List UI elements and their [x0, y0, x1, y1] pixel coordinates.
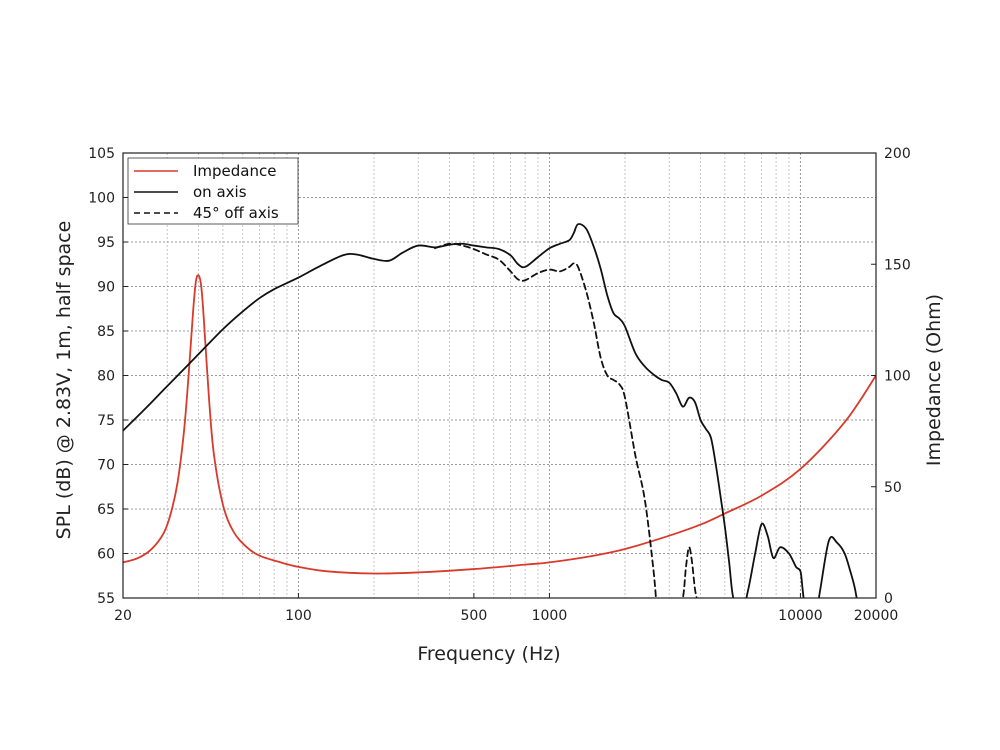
y-axis-ticks: 55 60 65 70 75 80 85 90 95 100 105 [88, 146, 128, 607]
y-tick-label: 65 [97, 502, 115, 518]
y2-tick-label: 100 [884, 369, 911, 385]
y2-tick-label: 150 [884, 257, 911, 273]
x-tick-label: 20 [114, 608, 132, 624]
y-tick-label: 70 [97, 458, 115, 474]
y-tick-label: 60 [97, 547, 115, 563]
y-tick-label: 75 [97, 413, 115, 429]
series-line-on-axis [123, 223, 858, 598]
y-tick-label: 80 [97, 369, 115, 385]
y-tick-label: 90 [97, 280, 115, 296]
y2-tick-label: 50 [884, 480, 902, 496]
series-layer [123, 223, 876, 598]
series-line-impedance [123, 274, 876, 575]
x-axis-title: Frequency (Hz) [417, 643, 560, 665]
series-line-45-off-axis [434, 242, 698, 598]
y2-axis-ticks: 0 50 100 150 200 [871, 146, 911, 607]
y2-axis-title: Impedance (Ohm) [923, 294, 945, 466]
y-tick-label: 55 [97, 591, 115, 607]
x-tick-label: 20000 [854, 608, 899, 624]
legend-label-impedance: Impedance [193, 162, 276, 180]
x-axis-ticks: 20 100 500 1000 10000 20000 [114, 593, 898, 624]
legend: Impedance on axis 45° off axis [127, 157, 299, 225]
y-tick-label: 85 [97, 324, 115, 340]
y2-tick-label: 0 [884, 591, 893, 607]
x-tick-label: 100 [285, 608, 312, 624]
x-tick-label: 10000 [778, 608, 823, 624]
y-tick-label: 95 [97, 235, 115, 251]
y-tick-label: 105 [88, 146, 115, 162]
y-axis-title: SPL (dB) @ 2.83V, 1m, half space [53, 221, 75, 540]
legend-label-off-axis: 45° off axis [193, 204, 279, 222]
x-tick-label: 1000 [532, 608, 568, 624]
y-tick-label: 100 [88, 191, 115, 207]
x-tick-label: 500 [461, 608, 488, 624]
legend-label-on-axis: on axis [193, 183, 247, 201]
y2-tick-label: 200 [884, 146, 911, 162]
